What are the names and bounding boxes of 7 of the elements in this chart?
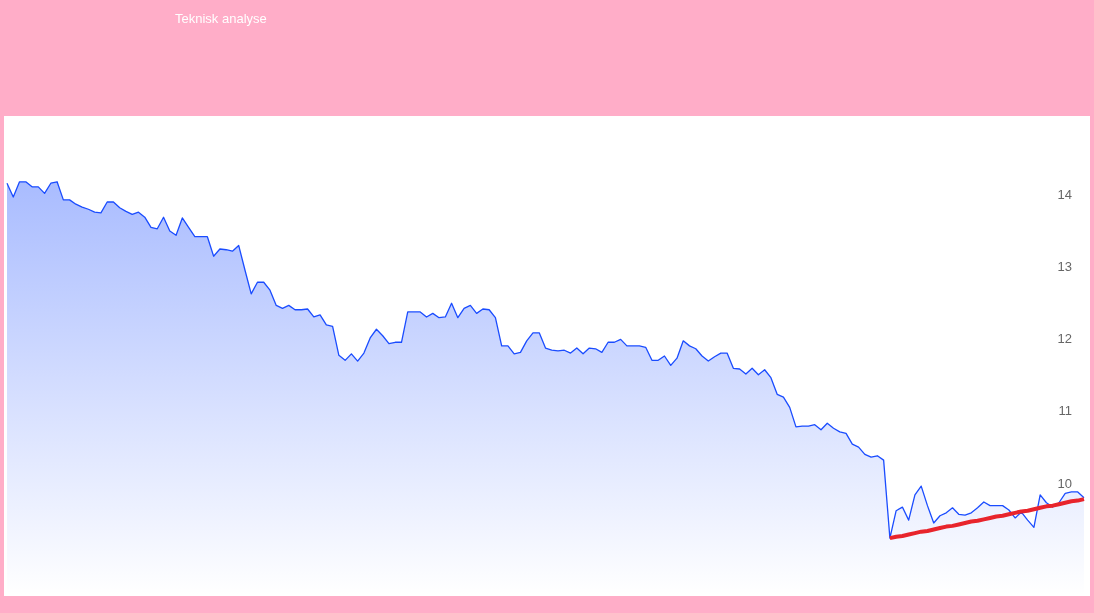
line-series (887, 497, 1086, 541)
chart-title: Teknisk analyse (175, 11, 267, 26)
y-tick-label: 14 (1057, 186, 1072, 202)
y-tick-label: 12 (1057, 331, 1072, 347)
y-tick-label: 10 (1057, 475, 1072, 491)
y-tick-label: 11 (1058, 403, 1072, 419)
y-tick-label: 13 (1057, 258, 1072, 274)
